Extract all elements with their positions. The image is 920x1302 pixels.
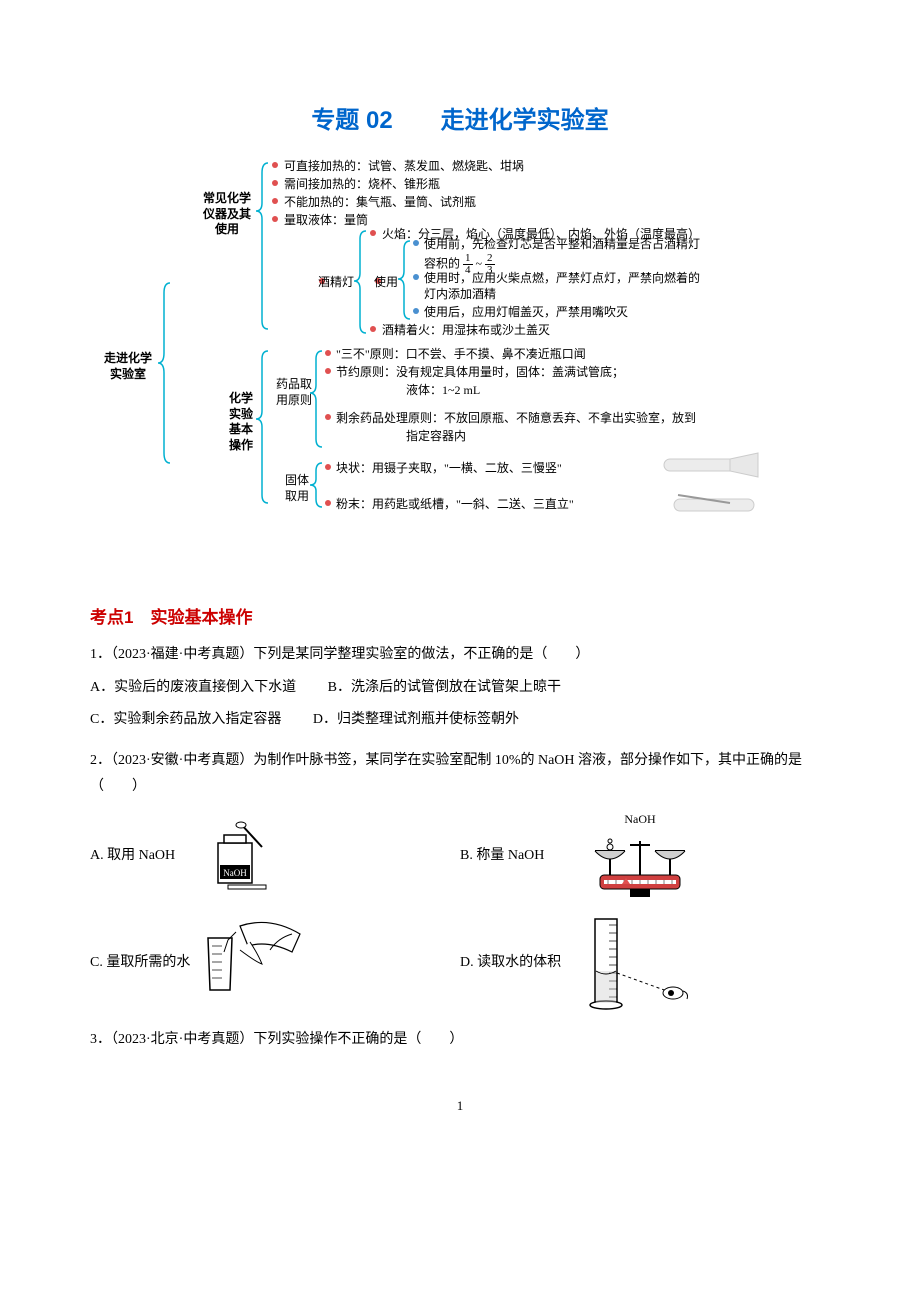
q2-b-label: B. 称量 NaOH bbox=[460, 843, 560, 870]
mm-b1-item1: 可直接加热的：试管、蒸发皿、燃烧匙、坩埚 bbox=[284, 159, 524, 175]
mm-drug2: 节约原则：没有规定具体用量时，固体：盖满试管底； bbox=[336, 365, 624, 381]
q1-opt-a: A．实验后的废液直接倒入下水道 bbox=[90, 675, 296, 702]
mm-use2: 使用时，应用火柴点燃，严禁灯点灯，严禁向燃着的 bbox=[424, 271, 700, 287]
question-1: 1．（2023·福建·中考真题）下列是某同学整理实验室的做法，不正确的是（ ） … bbox=[90, 642, 830, 734]
mm-root: 走进化学实验室 bbox=[98, 351, 158, 382]
svg-text:NaOH: NaOH bbox=[223, 868, 247, 878]
pouring-icon bbox=[200, 918, 320, 1008]
svg-text:NaOH: NaOH bbox=[624, 812, 656, 826]
question-2: 2．（2023·安徽·中考真题）为制作叶脉书签，某同学在实验室配制 10%的 N… bbox=[90, 748, 830, 1013]
mm-b1-item2: 需间接加热的：烧杯、锥形瓶 bbox=[284, 177, 440, 193]
mm-use3: 使用后，应用灯帽盖灭，严禁用嘴吹灭 bbox=[424, 305, 628, 321]
question-3: 3．（2023·北京·中考真题）下列实验操作不正确的是（ ） bbox=[90, 1027, 830, 1054]
mm-branch1: 常见化学仪器及其使用 bbox=[198, 191, 256, 238]
mm-b1-item3: 不能加热的：集气瓶、量筒、试剂瓶 bbox=[284, 195, 476, 211]
mm-b1-item4: 量取液体：量筒 bbox=[284, 213, 368, 229]
balance-icon: NaOH bbox=[570, 811, 710, 901]
q2-opt-a: A. 取用 NaOH NaOH bbox=[90, 811, 460, 901]
page-title: 专题 02 走进化学实验室 bbox=[90, 100, 830, 135]
q1-stem: 1．（2023·福建·中考真题）下列是某同学整理实验室的做法，不正确的是（ ） bbox=[90, 647, 589, 662]
mm-drug3: 剩余药品处理原则：不放回原瓶、不随意丢弃、不拿出实验室，放到 bbox=[336, 411, 696, 427]
mm-alcohol-label: 酒精灯 bbox=[318, 275, 354, 291]
section-heading: 考点1 实验基本操作 bbox=[90, 603, 830, 628]
mm-use2b: 灯内添加酒精 bbox=[424, 287, 496, 303]
q2-opt-c: C. 量取所需的水 bbox=[90, 913, 460, 1013]
mm-drug2b: 液体：1~2 mL bbox=[406, 383, 480, 399]
q3-stem: 3．（2023·北京·中考真题）下列实验操作不正确的是（ ） bbox=[90, 1032, 463, 1047]
mm-drug3b: 指定容器内 bbox=[406, 429, 466, 445]
mm-use-label: 使用 bbox=[374, 275, 398, 291]
q2-c-label: C. 量取所需的水 bbox=[90, 950, 190, 977]
q2-opt-b: B. 称量 NaOH NaOH bbox=[460, 811, 830, 901]
mm-onfire: 酒精着火：用湿抹布或沙土盖灭 bbox=[382, 323, 550, 339]
q2-d-label: D. 读取水的体积 bbox=[460, 950, 561, 977]
mm-drug1: "三不"原则：口不尝、手不摸、鼻不凑近瓶口闻 bbox=[336, 347, 586, 363]
mm-use1: 使用前，先检查灯芯是否平整和酒精量是否占酒精灯 bbox=[424, 237, 700, 253]
q1-opt-d: D．归类整理试剂瓶并使标签朝外 bbox=[313, 707, 519, 734]
tube-icon-2 bbox=[670, 489, 770, 519]
mm-drug-label: 药品取用原则 bbox=[272, 377, 316, 408]
mindmap: 走进化学实验室 常见化学仪器及其使用 可直接加热的：试管、蒸发皿、燃烧匙、坩埚 … bbox=[90, 153, 830, 573]
q1-opt-c: C．实验剩余药品放入指定容器 bbox=[90, 707, 281, 734]
tube-icon-1 bbox=[660, 449, 760, 479]
mm-solid1: 块状：用镊子夹取，"一横、二放、三慢竖" bbox=[336, 461, 562, 477]
page-number: 1 bbox=[90, 1098, 830, 1114]
q1-opt-b: B．洗涤后的试管倒放在试管架上晾干 bbox=[328, 675, 561, 702]
mm-solid2: 粉末：用药匙或纸槽，"一斜、二送、三直立" bbox=[336, 497, 574, 513]
cylinder-read-icon bbox=[571, 913, 691, 1013]
q2-a-label: A. 取用 NaOH bbox=[90, 843, 190, 870]
q2-stem: 2．（2023·安徽·中考真题）为制作叶脉书签，某同学在实验室配制 10%的 N… bbox=[90, 753, 802, 795]
naoh-bottle-icon: NaOH bbox=[200, 821, 280, 891]
q2-opt-d: D. 读取水的体积 bbox=[460, 913, 830, 1013]
mm-solid-label: 固体取用 bbox=[280, 473, 314, 504]
mm-branch2: 化学实验基本操作 bbox=[224, 391, 258, 453]
